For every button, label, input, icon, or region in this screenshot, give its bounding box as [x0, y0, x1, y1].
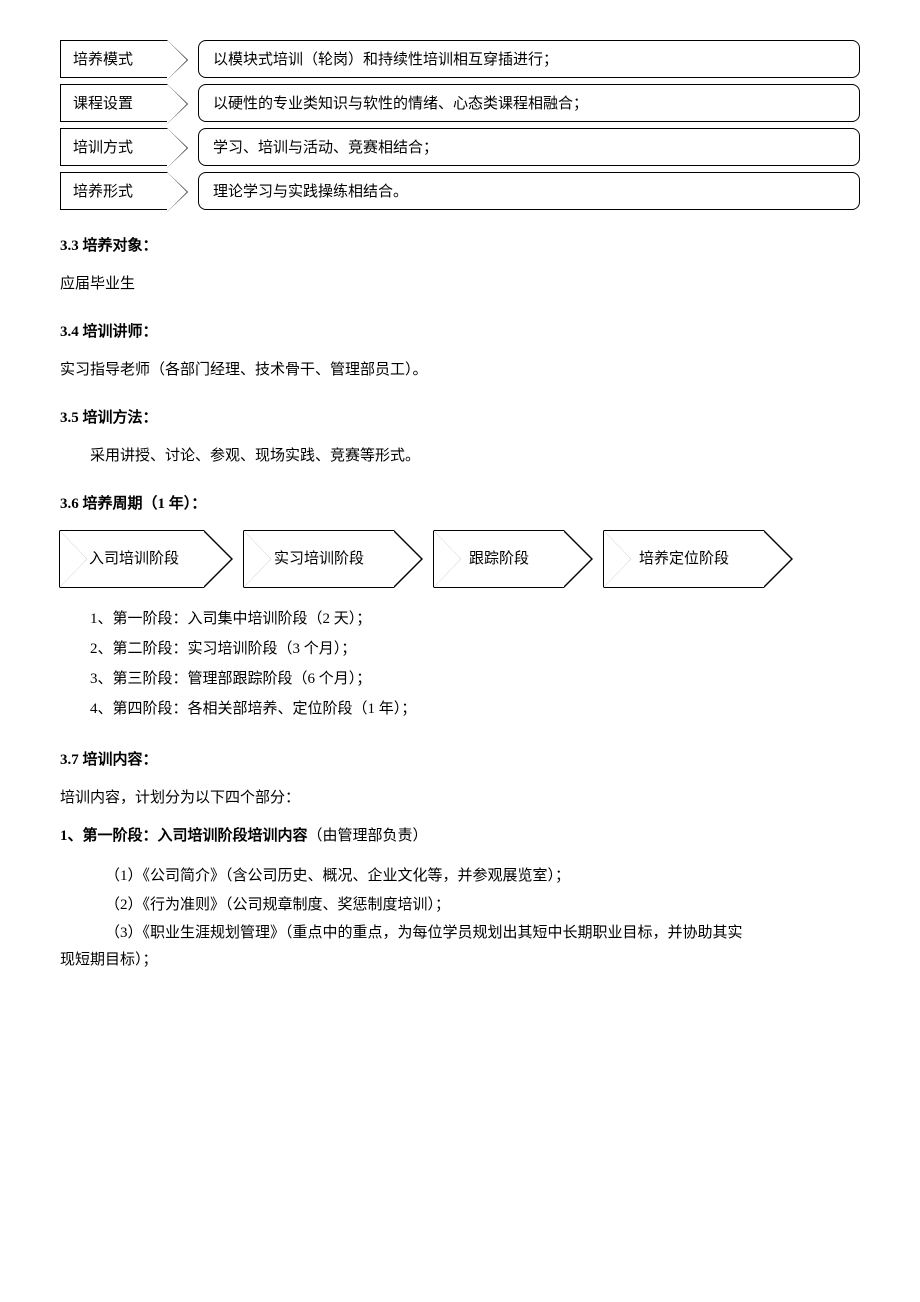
stage-item: 1、第一阶段：入司集中培训阶段（2 天）；	[90, 604, 860, 634]
content-item: （2）《行为准则》（公司规章制度、奖惩制度培训）；	[105, 891, 860, 920]
pentagon-desc: 学习、培训与活动、竞赛相结合；	[198, 128, 860, 166]
chevron-stage-1: 入司培训阶段	[60, 530, 204, 588]
pentagon-row: 培训方式 学习、培训与活动、竞赛相结合；	[60, 128, 860, 166]
chevron-stage-3: 跟踪阶段	[434, 530, 564, 588]
pentagon-label: 课程设置	[60, 84, 168, 122]
stage-item: 3、第三阶段：管理部跟踪阶段（6 个月）；	[90, 664, 860, 694]
chevron-stage-4: 培养定位阶段	[604, 530, 764, 588]
pentagon-label: 培训方式	[60, 128, 168, 166]
phase-1-content-list: （1）《公司简介》（含公司历史、概况、企业文化等，并参观展览室）； （2）《行为…	[105, 862, 860, 948]
pentagon-desc: 以模块式培训（轮岗）和持续性培训相互穿插进行；	[198, 40, 860, 78]
pentagon-row: 课程设置 以硬性的专业类知识与软性的情绪、心态类课程相融合；	[60, 84, 860, 122]
training-mode-table: 培养模式 以模块式培训（轮岗）和持续性培训相互穿插进行； 课程设置 以硬性的专业…	[60, 40, 860, 210]
phase-1-head-bold: 1、第一阶段：入司培训阶段培训内容	[60, 828, 308, 844]
pentagon-row: 培养形式 理论学习与实践操练相结合。	[60, 172, 860, 210]
content-item-tail: 现短期目标）；	[60, 948, 860, 972]
stage-list: 1、第一阶段：入司集中培训阶段（2 天）； 2、第二阶段：实习培训阶段（3 个月…	[90, 604, 860, 724]
pentagon-desc: 以硬性的专业类知识与软性的情绪、心态类课程相融合；	[198, 84, 860, 122]
section-3-4-head: 3.4 培训讲师：	[60, 320, 860, 344]
section-3-6-head: 3.6 培养周期（1 年）：	[60, 492, 860, 516]
content-item: （3）《职业生涯规划管理》（重点中的重点，为每位学员规划出其短中长期职业目标，并…	[105, 919, 860, 948]
pentagon-label: 培养形式	[60, 172, 168, 210]
content-item: （1）《公司简介》（含公司历史、概况、企业文化等，并参观展览室）；	[105, 862, 860, 891]
pentagon-row: 培养模式 以模块式培训（轮岗）和持续性培训相互穿插进行；	[60, 40, 860, 78]
stage-item: 4、第四阶段：各相关部培养、定位阶段（1 年）；	[90, 694, 860, 724]
section-3-4-body: 实习指导老师（各部门经理、技术骨干、管理部员工）。	[60, 358, 860, 382]
pentagon-desc: 理论学习与实践操练相结合。	[198, 172, 860, 210]
phase-1-head-tail: （由管理部负责）	[308, 828, 428, 844]
section-3-5-head: 3.5 培训方法：	[60, 406, 860, 430]
chevron-label: 跟踪阶段	[463, 547, 535, 571]
chevron-stage-2: 实习培训阶段	[244, 530, 394, 588]
phase-1-head: 1、第一阶段：入司培训阶段培训内容（由管理部负责）	[60, 824, 860, 848]
section-3-3-body: 应届毕业生	[60, 272, 860, 296]
chevron-label: 培养定位阶段	[633, 547, 735, 571]
pentagon-label: 培养模式	[60, 40, 168, 78]
chevron-label: 实习培训阶段	[268, 547, 370, 571]
section-3-3-head: 3.3 培养对象：	[60, 234, 860, 258]
stage-item: 2、第二阶段：实习培训阶段（3 个月）；	[90, 634, 860, 664]
stage-chevron-flow: 入司培训阶段 实习培训阶段 跟踪阶段 培养定位阶段	[60, 530, 860, 586]
section-3-7-head: 3.7 培训内容：	[60, 748, 860, 772]
section-3-5-body: 采用讲授、讨论、参观、现场实践、竞赛等形式。	[60, 444, 860, 468]
chevron-label: 入司培训阶段	[83, 547, 185, 571]
section-3-7-intro: 培训内容，计划分为以下四个部分：	[60, 786, 860, 810]
